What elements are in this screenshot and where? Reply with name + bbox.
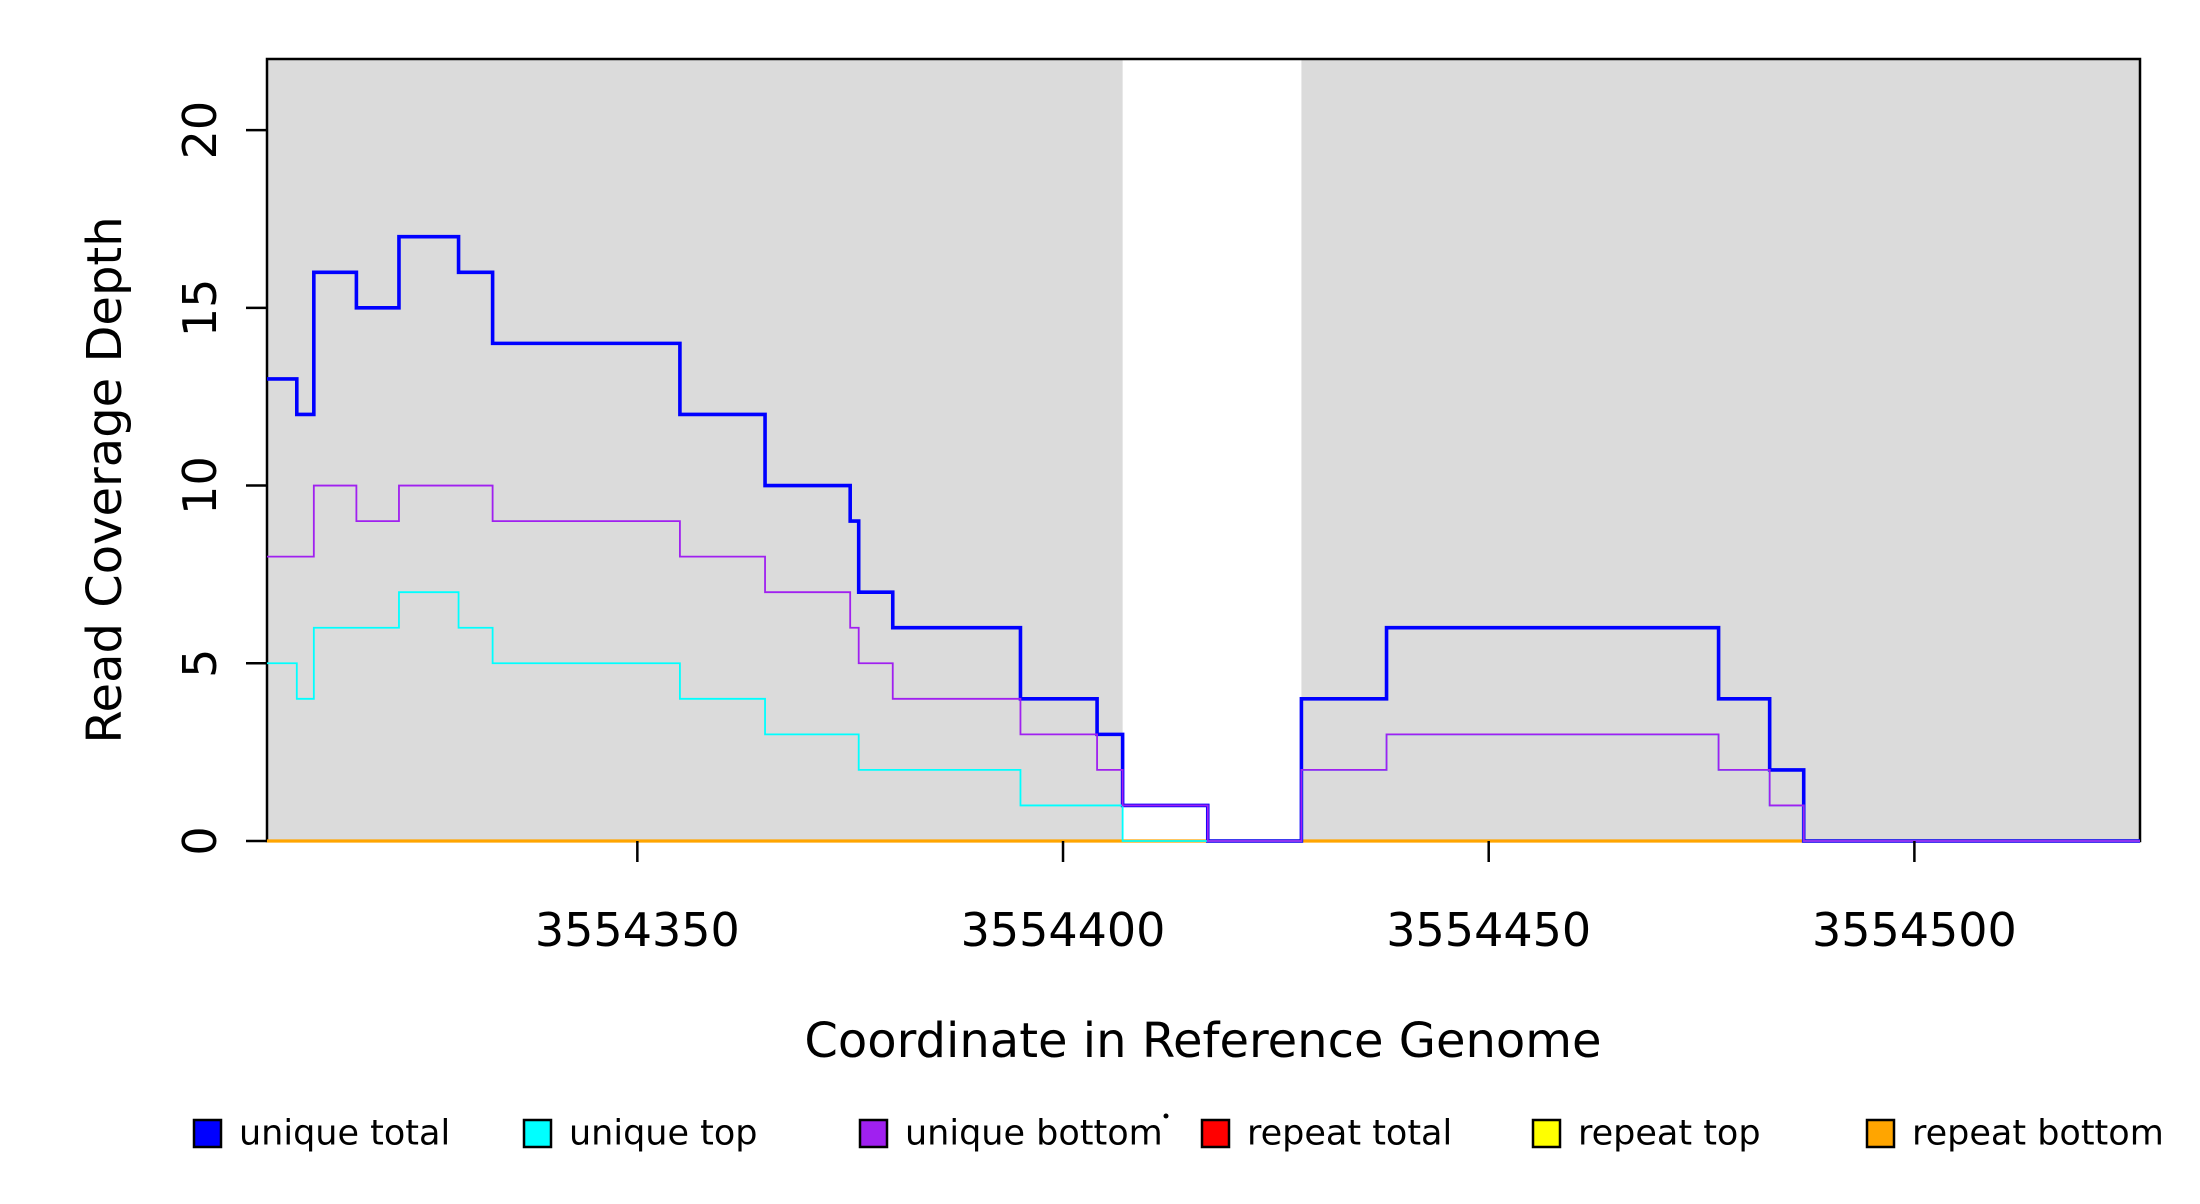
legend-swatch-unique-top [522,1118,553,1149]
legend-swatch-repeat-bottom [1865,1118,1896,1149]
x-tick-label-3554350: 3554350 [535,903,740,957]
legend-swatch-unique-bottom [858,1118,889,1149]
legend-label-repeat-bottom: repeat bottom [1912,1114,2164,1154]
x-axis-label: Coordinate in Reference Genome [804,1013,1601,1069]
y-tick-label-0: 0 [173,826,227,855]
stray-dot-marker [1163,1113,1169,1119]
y-tick-label-5: 5 [173,649,227,678]
y-tick-label-10: 10 [173,456,227,515]
shaded-region-1 [267,59,1123,841]
legend: unique total unique top unique bottom repea… [192,1113,2164,1154]
legend-swatch-repeat-total [1200,1118,1231,1149]
plot-area-group: 3554350 3554400 3554450 3554500 0 5 10 15 20 [173,57,2142,957]
legend-label-unique-top: unique top [569,1114,758,1154]
legend-label-unique-total: unique total [239,1114,450,1154]
y-axis-label: Read Coverage Depth [77,216,133,743]
series-unique-bottom-line [267,484,2140,842]
legend-swatch-unique-total [192,1118,223,1149]
y-tick-label-20: 20 [173,101,227,160]
x-tick-label-3554500: 3554500 [1812,903,2017,957]
series-unique-total-line [267,234,2140,843]
legend-label-repeat-total: repeat total [1247,1114,1452,1154]
shaded-region-2 [1301,59,2140,841]
y-tick-label-15: 15 [173,279,227,338]
legend-label-unique-bottom: unique bottom [905,1114,1163,1154]
legend-swatch-repeat-top [1531,1118,1562,1149]
x-tick-label-3554400: 3554400 [961,903,1166,957]
x-tick-label-3554450: 3554450 [1386,903,1591,957]
legend-label-repeat-top: repeat top [1578,1114,1761,1154]
